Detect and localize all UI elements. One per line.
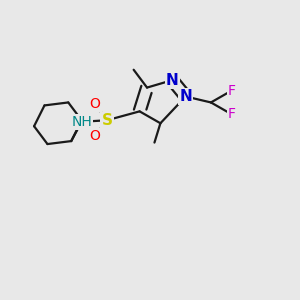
- Text: O: O: [90, 97, 101, 111]
- Text: N: N: [166, 73, 179, 88]
- Text: F: F: [228, 84, 236, 98]
- Text: N: N: [179, 89, 192, 104]
- Text: NH: NH: [71, 115, 92, 129]
- Text: F: F: [228, 107, 236, 121]
- Text: O: O: [90, 129, 101, 143]
- Text: S: S: [101, 113, 112, 128]
